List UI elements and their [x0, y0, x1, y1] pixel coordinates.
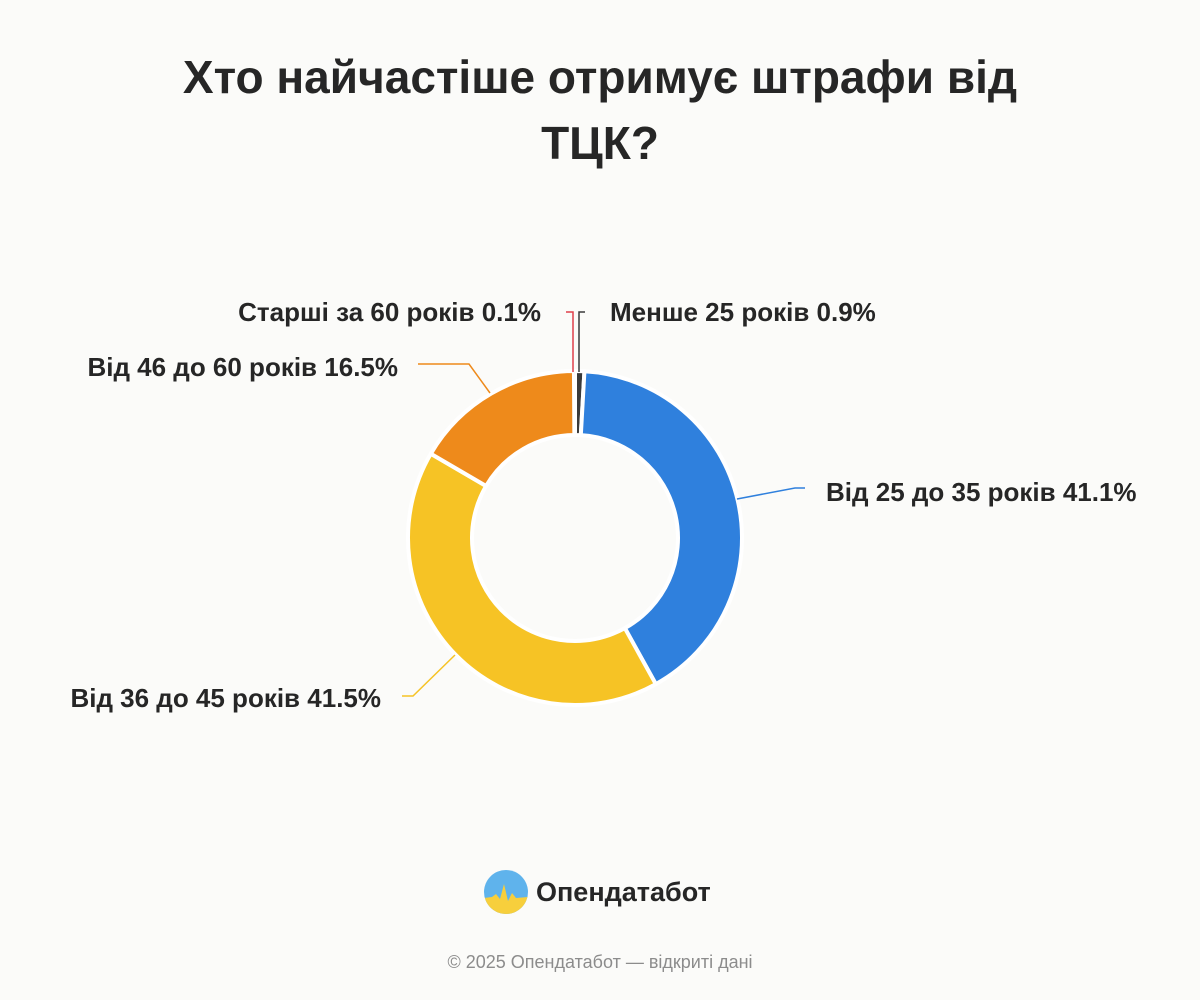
- leader-line-under-25: [578, 311, 585, 372]
- slice-over-60: [573, 370, 576, 436]
- brand-name: Опендатабот: [536, 876, 711, 907]
- data-label-under-25: Менше 25 років 0.9%: [610, 297, 876, 327]
- data-label-over-60: Старші за 60 років 0.1%: [238, 297, 541, 327]
- opendatabot-logo-icon: [484, 870, 528, 914]
- data-label-25-35: Від 25 до 35 років 41.1%: [826, 477, 1137, 507]
- data-label-46-60: Від 46 до 60 років 16.5%: [87, 352, 398, 382]
- data-label-36-45: Від 36 до 45 років 41.5%: [70, 683, 381, 713]
- slice-36-45: [406, 451, 658, 707]
- leader-line-46-60: [418, 363, 491, 394]
- leader-line-25-35: [736, 487, 805, 500]
- footer-copyright: © 2025 Опендатабот — відкриті дані: [447, 952, 753, 972]
- chart-title: Хто найчастіше отримує штрафи від ТЦК?: [182, 51, 1018, 169]
- leader-line-36-45: [402, 654, 456, 697]
- slice-25-35: [578, 369, 744, 687]
- brand: Опендатабот: [484, 870, 711, 914]
- leader-line-over-60: [566, 311, 574, 372]
